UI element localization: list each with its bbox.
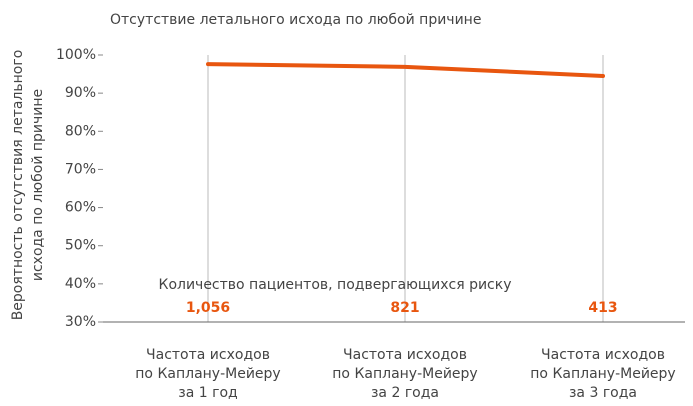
y-tick-label: 40% <box>65 276 96 292</box>
y-axis-label: исхода по любой причине <box>30 89 46 281</box>
y-tick-label: 90% <box>65 85 96 101</box>
y-tick-label: 80% <box>65 123 96 139</box>
x-tick-label: за 2 года <box>371 385 439 401</box>
line-series <box>206 62 605 78</box>
at-risk-value: 413 <box>588 300 617 316</box>
y-tick-label: 100% <box>56 47 96 63</box>
at-risk-value: 821 <box>390 300 419 316</box>
x-tick-label: Частота исходов <box>541 347 665 363</box>
at-risk-title: Количество пациентов, подвергающихся рис… <box>159 277 512 293</box>
x-tick-label: по Каплану-Мейеру <box>332 366 477 382</box>
y-tick-label: 50% <box>65 238 96 254</box>
chart-title: Отсутствие летального исхода по любой пр… <box>110 12 481 28</box>
y-tick-label: 30% <box>65 314 96 330</box>
x-tick-label: по Каплану-Мейеру <box>530 366 675 382</box>
x-tick-label: по Каплану-Мейеру <box>135 366 280 382</box>
at-risk-value: 1,056 <box>186 300 230 316</box>
y-tick-label: 60% <box>65 200 96 216</box>
x-tick-label: Частота исходов <box>343 347 467 363</box>
x-tick-label: Частота исходов <box>146 347 270 363</box>
y-tick-label: 70% <box>65 161 96 177</box>
y-axis-label: Вероятность отсутствия летального <box>10 50 26 321</box>
x-tick-label: за 1 год <box>178 385 237 401</box>
x-tick-label: за 3 года <box>569 385 637 401</box>
